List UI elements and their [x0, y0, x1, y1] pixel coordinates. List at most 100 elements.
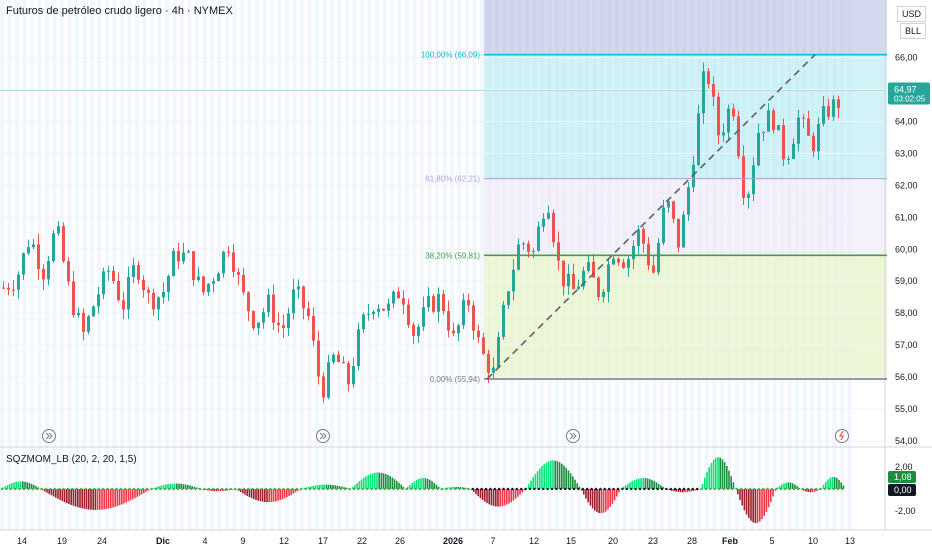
candle-body	[122, 300, 125, 310]
momentum-bar	[536, 471, 539, 489]
momentum-bar	[72, 489, 75, 506]
candle-body	[272, 294, 275, 323]
momentum-bar	[396, 480, 398, 489]
momentum-bar	[492, 489, 495, 506]
momentum-bar	[288, 489, 290, 497]
candle-body	[57, 226, 60, 234]
momentum-bar	[646, 478, 649, 489]
momentum-bar	[0, 489, 2, 490]
candle-body	[82, 312, 85, 332]
momentum-bar	[57, 489, 59, 499]
session-stripe	[315, 0, 319, 530]
squeeze-dot	[383, 487, 386, 491]
squeeze-dot	[524, 487, 527, 491]
squeeze-dot	[234, 487, 237, 491]
candle-body	[27, 247, 30, 254]
squeeze-dot	[568, 487, 571, 491]
time-tick: 22	[357, 536, 367, 546]
candle-body	[517, 244, 520, 270]
session-stripe	[352, 0, 357, 530]
squeeze-dot	[168, 487, 171, 491]
squeeze-dot	[190, 487, 193, 491]
momentum-bar	[189, 485, 191, 489]
fibonacci-zone	[484, 0, 887, 380]
squeeze-dot	[493, 487, 496, 491]
trend-line	[486, 54, 816, 380]
squeeze-dot	[97, 487, 101, 491]
currency-label[interactable]: USD	[896, 6, 926, 22]
momentum-bar	[374, 472, 376, 489]
candle-body	[712, 84, 715, 97]
candle-body	[97, 294, 100, 307]
momentum-bar	[499, 489, 501, 507]
squeeze-dot	[220, 487, 224, 491]
momentum-bar	[759, 489, 761, 522]
momentum-bar	[481, 489, 484, 500]
momentum-bar	[74, 489, 77, 507]
squeeze-dot	[528, 487, 532, 491]
squeeze-dot	[366, 487, 369, 491]
momentum-bar	[561, 463, 563, 489]
momentum-bar	[838, 479, 840, 489]
squeeze-dot	[652, 487, 655, 491]
session-stripe	[60, 0, 64, 530]
momentum-bar	[257, 489, 259, 501]
squeeze-dot	[819, 487, 822, 491]
time-tick: 23	[648, 536, 658, 546]
momentum-bar	[171, 483, 174, 489]
momentum-bar	[635, 479, 638, 489]
momentum-bar	[556, 461, 559, 489]
session-stripe	[427, 0, 432, 530]
session-stripe	[15, 0, 19, 530]
momentum-bar	[413, 481, 416, 489]
fib-label: 38,20% (59,81)	[425, 251, 480, 260]
unit-label[interactable]: BLL	[899, 23, 926, 39]
momentum-bar	[173, 483, 176, 489]
candle-body	[447, 311, 450, 331]
candle-body	[492, 367, 495, 373]
squeeze-dot	[599, 487, 602, 491]
candle-body	[92, 306, 95, 317]
squeeze-dot	[669, 487, 672, 491]
squeeze-dot	[344, 487, 347, 491]
momentum-bar	[627, 483, 629, 489]
momentum-bar	[754, 489, 757, 524]
squeeze-dot	[49, 487, 52, 491]
session-stripe	[442, 0, 447, 530]
momentum-bar	[774, 489, 776, 491]
momentum-bar	[94, 489, 97, 510]
time-tick: 4	[202, 536, 207, 546]
candle-body	[487, 353, 490, 373]
squeeze-dot	[291, 487, 294, 491]
squeeze-dot	[713, 487, 716, 491]
time-tick: 10	[808, 536, 818, 546]
candle-body	[322, 376, 325, 398]
momentum-bar	[435, 484, 438, 489]
squeeze-dot	[740, 487, 743, 491]
indicator-tick: -2,00	[895, 506, 916, 516]
squeeze-dot	[18, 487, 21, 491]
momentum-bar	[743, 489, 746, 511]
squeeze-dot	[14, 487, 17, 491]
session-stripe	[270, 0, 274, 530]
momentum-bar	[572, 476, 574, 489]
squeeze-dot	[106, 487, 109, 491]
squeeze-dot	[379, 487, 382, 491]
price-axis: 66,0065,0064,0063,0062,0061,0060,0059,00…	[888, 53, 930, 516]
momentum-bar	[638, 478, 640, 489]
squeeze-dot	[198, 487, 202, 491]
momentum-bar	[292, 489, 295, 494]
candle-body	[352, 366, 355, 385]
momentum-bar	[356, 483, 358, 489]
momentum-bar	[143, 489, 145, 494]
momentum-bar	[334, 485, 336, 489]
squeeze-dot	[137, 487, 140, 491]
squeeze-dot	[718, 487, 721, 491]
momentum-bar	[433, 482, 435, 489]
momentum-bar	[420, 478, 422, 489]
session-stripe	[112, 0, 117, 530]
momentum-bar	[583, 489, 585, 495]
momentum-bar	[286, 489, 288, 498]
candle-body	[452, 330, 455, 334]
